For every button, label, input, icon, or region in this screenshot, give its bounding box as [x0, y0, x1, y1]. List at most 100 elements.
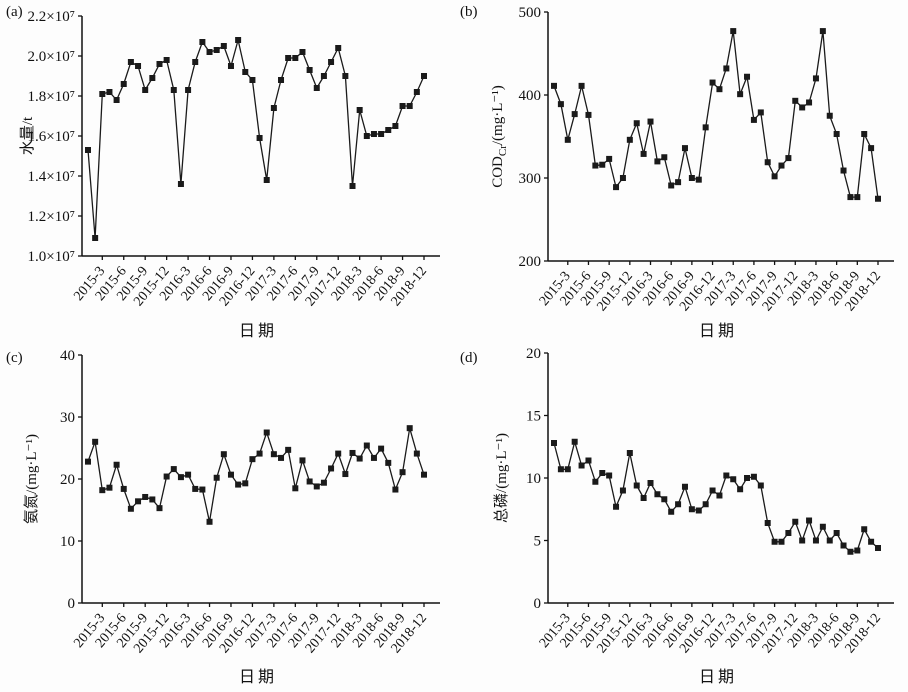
y-tick-label: 1.4×10⁷	[28, 169, 75, 185]
data-point-marker	[185, 87, 192, 93]
panel-c: 0 10 20 30 40 2015-3 2015-6 2015-9 2015-12 2016-3…	[0, 346, 454, 692]
data-point-marker	[335, 450, 342, 457]
data-point-marker	[799, 537, 806, 544]
data-point-marker	[702, 501, 709, 508]
data-point-marker	[737, 486, 744, 493]
y-tick-label: 0	[534, 596, 542, 612]
data-point-marker	[578, 82, 585, 89]
data-point-marker	[249, 456, 256, 463]
data-point-marker	[363, 133, 370, 139]
data-point-marker	[256, 450, 263, 457]
chart-panel-a: 1.0×10⁷ 1.2×10⁷ 1.4×10⁷ 1.6×10⁷ 1.8×10⁷ 2.0×1…	[6, 4, 440, 340]
data-point-marker	[551, 440, 557, 446]
data-point-marker	[120, 81, 127, 87]
data-point-marker	[833, 131, 840, 138]
data-point-marker	[263, 429, 270, 436]
y-tick-label: 5	[534, 534, 542, 550]
data-point-marker	[771, 538, 778, 545]
data-point-marker	[585, 111, 592, 118]
panel-b: 200 300 400 500 2015-3 2015-6 2015-9 2015-12 201…	[454, 0, 908, 346]
data-point-marker	[349, 183, 356, 189]
data-point-marker	[220, 451, 227, 458]
data-point-marker	[199, 39, 206, 45]
data-point-marker	[213, 47, 220, 53]
panel-label: (a)	[6, 4, 23, 20]
y-tick-label: 0	[68, 596, 76, 612]
data-point-marker	[730, 28, 737, 35]
data-point-marker	[640, 150, 647, 157]
data-point-marker	[213, 474, 220, 481]
data-point-marker	[626, 450, 633, 456]
data-point-marker	[199, 486, 206, 493]
y-tick-label: 2.2×10⁷	[28, 9, 75, 25]
y-tick-label: 2.0×10⁷	[28, 49, 75, 65]
data-point-marker	[875, 195, 881, 202]
data-point-marker	[292, 485, 299, 492]
y-tick-label: 15	[526, 409, 541, 425]
panel-label: (b)	[460, 4, 478, 20]
data-point-marker	[875, 545, 881, 551]
series-line	[87, 39, 425, 239]
data-point-marker	[113, 461, 120, 468]
data-point-marker	[757, 482, 764, 489]
data-point-marker	[571, 111, 578, 118]
data-point-marker	[106, 484, 113, 491]
data-point-marker	[127, 505, 134, 512]
data-point-marker	[668, 508, 675, 515]
data-point-marker	[785, 530, 792, 536]
y-tick-label: 200	[519, 254, 542, 270]
data-point-marker	[564, 136, 571, 143]
data-point-marker	[723, 472, 730, 479]
data-point-marker	[654, 158, 661, 165]
data-point-marker	[256, 135, 263, 141]
data-point-marker	[392, 486, 399, 493]
data-point-marker	[220, 43, 227, 49]
data-point-marker	[633, 120, 640, 127]
data-point-marker	[771, 173, 778, 180]
data-point-marker	[413, 89, 420, 95]
chart-panel-d: 051015202015-32015-62015-92015-122016-32…	[460, 346, 894, 686]
data-point-marker	[681, 483, 688, 490]
data-point-marker	[778, 162, 785, 169]
y-tick-label: 300	[519, 171, 542, 187]
data-point-marker	[156, 61, 163, 67]
data-point-marker	[177, 474, 184, 481]
series-line	[553, 439, 879, 553]
data-point-marker	[170, 87, 177, 93]
data-point-marker	[854, 547, 861, 554]
data-point-marker	[619, 487, 626, 494]
data-point-marker	[328, 59, 335, 65]
data-point-marker	[227, 471, 234, 478]
data-point-marker	[163, 57, 170, 63]
data-point-marker	[688, 175, 695, 181]
data-point-marker	[799, 104, 806, 111]
data-point-marker	[695, 507, 702, 514]
data-point-marker	[661, 496, 668, 503]
x-axis-title: 日期	[699, 322, 737, 340]
data-point-marker	[378, 131, 385, 137]
data-point-marker	[292, 55, 299, 61]
data-point-marker	[861, 526, 868, 533]
data-point-marker	[99, 487, 106, 494]
data-point-marker	[92, 235, 99, 241]
data-point-marker	[757, 109, 764, 116]
y-tick-label: 20	[526, 346, 541, 362]
data-point-marker	[335, 45, 342, 51]
data-point-marker	[819, 523, 826, 530]
data-point-marker	[313, 85, 320, 91]
x-axis-title: 日期	[699, 668, 737, 686]
data-point-marker	[92, 438, 99, 445]
data-point-marker	[263, 177, 270, 183]
data-point-marker	[356, 455, 363, 462]
data-point-marker	[826, 537, 833, 544]
data-point-marker	[227, 63, 234, 69]
data-point-marker	[342, 73, 349, 79]
y-tick-label: 20	[60, 472, 75, 488]
data-point-marker	[120, 485, 127, 492]
y-axis-title: 水量/t	[19, 116, 36, 155]
y-tick-label: 10	[60, 534, 75, 550]
data-point-marker	[557, 101, 564, 108]
data-point-marker	[709, 487, 716, 494]
panel-label: (d)	[460, 350, 478, 366]
